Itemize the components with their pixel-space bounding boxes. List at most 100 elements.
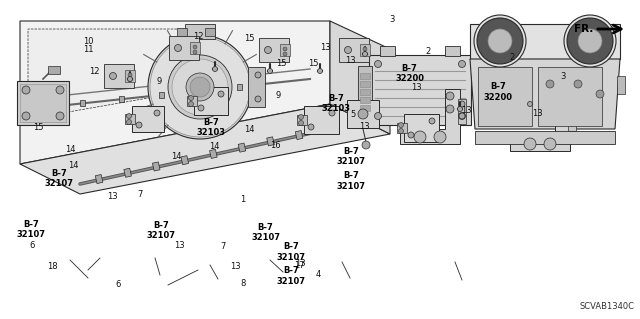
Circle shape <box>458 113 465 120</box>
Text: 13: 13 <box>461 106 471 115</box>
FancyBboxPatch shape <box>259 38 289 62</box>
Circle shape <box>446 92 454 100</box>
Polygon shape <box>475 131 615 144</box>
Bar <box>458 99 466 124</box>
Circle shape <box>218 91 224 97</box>
Circle shape <box>358 109 368 119</box>
Text: B-7
32107: B-7 32107 <box>336 147 365 166</box>
Circle shape <box>399 122 403 128</box>
Text: 2: 2 <box>509 53 515 62</box>
Text: 11: 11 <box>83 45 93 54</box>
Text: 13: 13 <box>174 241 184 250</box>
Bar <box>125 114 135 124</box>
Circle shape <box>56 112 64 120</box>
Circle shape <box>544 138 556 150</box>
Bar <box>238 143 246 152</box>
Circle shape <box>344 47 351 54</box>
Bar <box>205 28 215 36</box>
Bar <box>360 44 370 56</box>
Circle shape <box>329 110 335 116</box>
Circle shape <box>556 99 564 107</box>
Text: 13: 13 <box>346 56 356 65</box>
Text: FR.: FR. <box>573 24 593 34</box>
Text: 3: 3 <box>561 72 566 81</box>
Circle shape <box>150 37 250 137</box>
Circle shape <box>136 122 142 128</box>
FancyBboxPatch shape <box>104 64 134 88</box>
FancyBboxPatch shape <box>194 87 228 115</box>
Bar <box>360 73 370 79</box>
Circle shape <box>189 101 193 107</box>
Circle shape <box>127 120 131 124</box>
Text: 13: 13 <box>532 109 543 118</box>
Bar <box>280 44 290 56</box>
Bar <box>360 97 370 103</box>
Text: 13: 13 <box>230 262 241 271</box>
Bar <box>95 174 103 184</box>
Bar <box>152 162 160 171</box>
Text: 14: 14 <box>68 161 79 170</box>
Text: 13: 13 <box>107 192 117 201</box>
Text: 13: 13 <box>320 43 330 52</box>
Circle shape <box>22 112 30 120</box>
Bar <box>358 66 372 114</box>
Circle shape <box>148 35 252 139</box>
Circle shape <box>168 55 232 119</box>
Circle shape <box>363 52 367 56</box>
Circle shape <box>474 15 526 67</box>
Circle shape <box>374 61 381 68</box>
FancyBboxPatch shape <box>404 114 439 142</box>
Circle shape <box>268 69 273 73</box>
Bar <box>80 100 85 106</box>
Bar <box>159 92 164 98</box>
Polygon shape <box>400 89 460 144</box>
Bar <box>20 84 66 122</box>
Circle shape <box>255 96 261 102</box>
Bar <box>237 84 242 90</box>
Text: 17: 17 <box>294 261 305 270</box>
Bar <box>198 88 203 94</box>
Circle shape <box>556 112 564 120</box>
Bar <box>181 156 189 165</box>
Circle shape <box>488 29 512 53</box>
Circle shape <box>189 95 193 100</box>
Circle shape <box>298 121 303 125</box>
Text: 18: 18 <box>47 262 58 271</box>
Text: B-7
32107: B-7 32107 <box>44 169 74 188</box>
Bar <box>125 70 135 82</box>
Circle shape <box>477 18 523 64</box>
Bar <box>360 105 370 111</box>
Circle shape <box>317 69 323 73</box>
FancyBboxPatch shape <box>304 106 339 134</box>
Bar <box>617 76 625 94</box>
Circle shape <box>374 113 381 120</box>
Circle shape <box>186 73 214 101</box>
Bar <box>187 96 197 106</box>
FancyBboxPatch shape <box>538 67 602 126</box>
Polygon shape <box>28 29 200 119</box>
Bar <box>124 168 131 177</box>
Circle shape <box>459 113 465 119</box>
Text: B-7
32103: B-7 32103 <box>196 118 226 137</box>
Text: 12: 12 <box>193 32 204 41</box>
Bar <box>41 105 46 110</box>
Circle shape <box>414 131 426 143</box>
Circle shape <box>193 50 197 54</box>
Text: 6: 6 <box>29 241 35 250</box>
Bar <box>295 130 303 140</box>
Text: B-7
32200: B-7 32200 <box>395 64 424 83</box>
Circle shape <box>154 110 160 116</box>
Circle shape <box>298 115 303 120</box>
Circle shape <box>564 15 616 67</box>
Circle shape <box>429 118 435 124</box>
Bar <box>445 46 460 56</box>
Text: B-7
32103: B-7 32103 <box>321 94 351 113</box>
Text: B-7
32107: B-7 32107 <box>276 266 306 286</box>
Circle shape <box>127 114 131 118</box>
Circle shape <box>569 120 575 126</box>
Circle shape <box>574 80 582 88</box>
Circle shape <box>363 47 367 51</box>
Circle shape <box>175 44 182 51</box>
Bar <box>185 24 215 39</box>
Circle shape <box>109 72 116 79</box>
